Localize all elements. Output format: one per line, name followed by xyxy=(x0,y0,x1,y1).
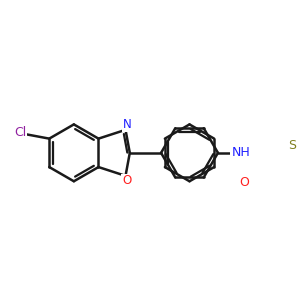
Text: O: O xyxy=(239,176,249,189)
Text: N: N xyxy=(123,118,131,131)
Text: S: S xyxy=(288,139,296,152)
Text: NH: NH xyxy=(232,146,251,159)
Text: O: O xyxy=(122,175,132,188)
Text: Cl: Cl xyxy=(14,126,26,140)
